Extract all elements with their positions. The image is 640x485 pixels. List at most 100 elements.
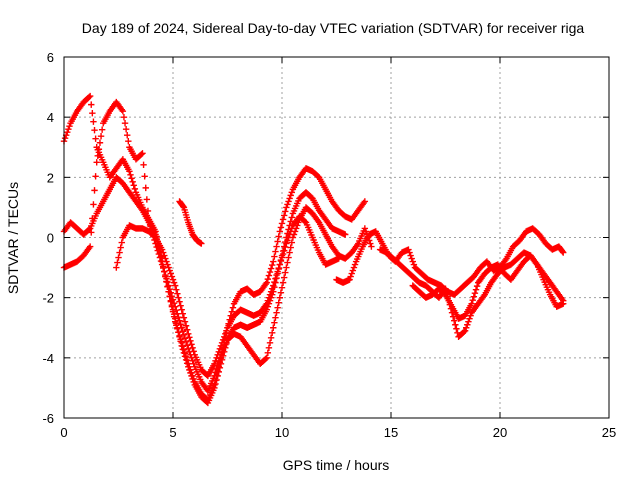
series-track-6 — [333, 225, 567, 298]
data-point-plus — [179, 203, 187, 210]
data-point-plus — [348, 270, 355, 277]
data-point-plus — [279, 279, 287, 286]
data-point-plus — [560, 249, 567, 256]
data-point-plus — [155, 250, 163, 258]
data-point-plus — [278, 220, 286, 227]
series-track-5 — [176, 198, 205, 247]
data-point-plus — [189, 344, 196, 352]
data-point-plus — [176, 333, 183, 340]
series-track-3 — [60, 174, 375, 395]
data-point-plus — [409, 258, 416, 265]
data-point-plus — [288, 214, 296, 221]
data-point-plus — [186, 366, 193, 374]
data-point-plus — [65, 126, 72, 133]
data-point-plus — [460, 328, 468, 335]
data-point-plus — [273, 243, 280, 250]
data-point-plus — [86, 92, 94, 100]
data-point-plus — [181, 318, 189, 325]
data-point-plus — [166, 285, 173, 293]
x-tick-label: 5 — [169, 425, 176, 440]
data-point-plus — [198, 240, 205, 247]
y-axis-label: SDTVAR / TECUs — [5, 182, 21, 294]
data-point-plus — [86, 243, 94, 250]
data-point-plus — [347, 273, 354, 280]
data-point-plus — [278, 254, 286, 261]
data-point-plus — [154, 247, 161, 254]
data-point-plus — [182, 356, 190, 364]
data-point-plus — [286, 231, 293, 238]
data-point-plus — [182, 338, 190, 345]
data-point-plus — [177, 302, 184, 309]
data-point-plus — [268, 261, 276, 269]
data-point-plus — [158, 246, 166, 253]
data-point-plus — [129, 178, 136, 186]
x-axis-label: GPS time / hours — [283, 457, 390, 473]
data-point-plus — [267, 288, 275, 295]
data-point-plus — [171, 303, 179, 310]
data-point-plus — [285, 198, 292, 205]
data-point-plus — [346, 276, 353, 283]
data-point-plus — [276, 261, 284, 268]
data-point-plus — [144, 207, 152, 215]
data-point-plus — [163, 258, 170, 265]
data-point-plus — [214, 351, 221, 359]
data-point-plus — [64, 129, 71, 136]
data-point-plus — [274, 304, 281, 311]
data-point-plus — [280, 212, 288, 219]
data-point-plus — [301, 218, 309, 225]
data-point-plus — [408, 255, 415, 262]
data-point-plus — [361, 198, 369, 205]
data-point-plus — [351, 261, 359, 268]
data-point-plus — [265, 344, 273, 352]
data-point-plus — [90, 201, 97, 208]
data-point-plus — [215, 348, 222, 356]
data-point-plus — [473, 282, 481, 290]
data-point-plus — [264, 297, 272, 304]
data-point-plus — [182, 322, 190, 329]
data-series — [60, 92, 567, 407]
data-point-plus — [286, 249, 293, 256]
data-point-plus — [95, 146, 103, 153]
data-point-plus — [288, 239, 296, 246]
data-point-plus — [138, 151, 145, 158]
data-point-plus — [164, 278, 171, 286]
data-point-plus — [275, 264, 282, 272]
data-point-plus — [120, 113, 128, 121]
data-point-plus — [266, 339, 274, 346]
data-point-plus — [406, 249, 413, 256]
data-point-plus — [272, 275, 279, 282]
data-point-plus — [170, 279, 178, 286]
data-point-plus — [190, 348, 197, 355]
data-point-plus — [263, 300, 270, 307]
data-point-plus — [286, 195, 293, 202]
data-point-plus — [171, 315, 179, 322]
data-point-plus — [173, 320, 180, 327]
data-point-plus — [91, 127, 98, 134]
data-point-plus — [442, 285, 449, 292]
axis-ticks: 0 5 10 15 20 25 -6 -4 -2 0 2 4 6 — [42, 50, 616, 440]
data-point-plus — [97, 133, 105, 140]
data-point-plus — [166, 267, 173, 274]
data-point-plus — [156, 254, 164, 261]
data-point-plus — [287, 192, 294, 199]
y-tick-label: -2 — [42, 291, 54, 306]
data-point-plus — [264, 275, 272, 283]
data-point-plus — [161, 268, 168, 275]
data-point-plus — [466, 315, 473, 322]
data-point-plus — [179, 346, 187, 353]
data-point-plus — [117, 244, 124, 251]
data-point-plus — [272, 314, 279, 321]
data-point-plus — [173, 307, 180, 314]
data-point-plus — [176, 317, 183, 324]
data-point-plus — [186, 334, 193, 341]
data-point-plus — [145, 219, 153, 226]
data-point-plus — [285, 234, 292, 241]
data-point-plus — [170, 299, 178, 307]
data-point-plus — [229, 304, 237, 311]
data-point-plus — [275, 233, 282, 240]
data-point-plus — [274, 238, 281, 245]
data-point-plus — [180, 331, 188, 338]
data-point-plus — [277, 257, 285, 265]
